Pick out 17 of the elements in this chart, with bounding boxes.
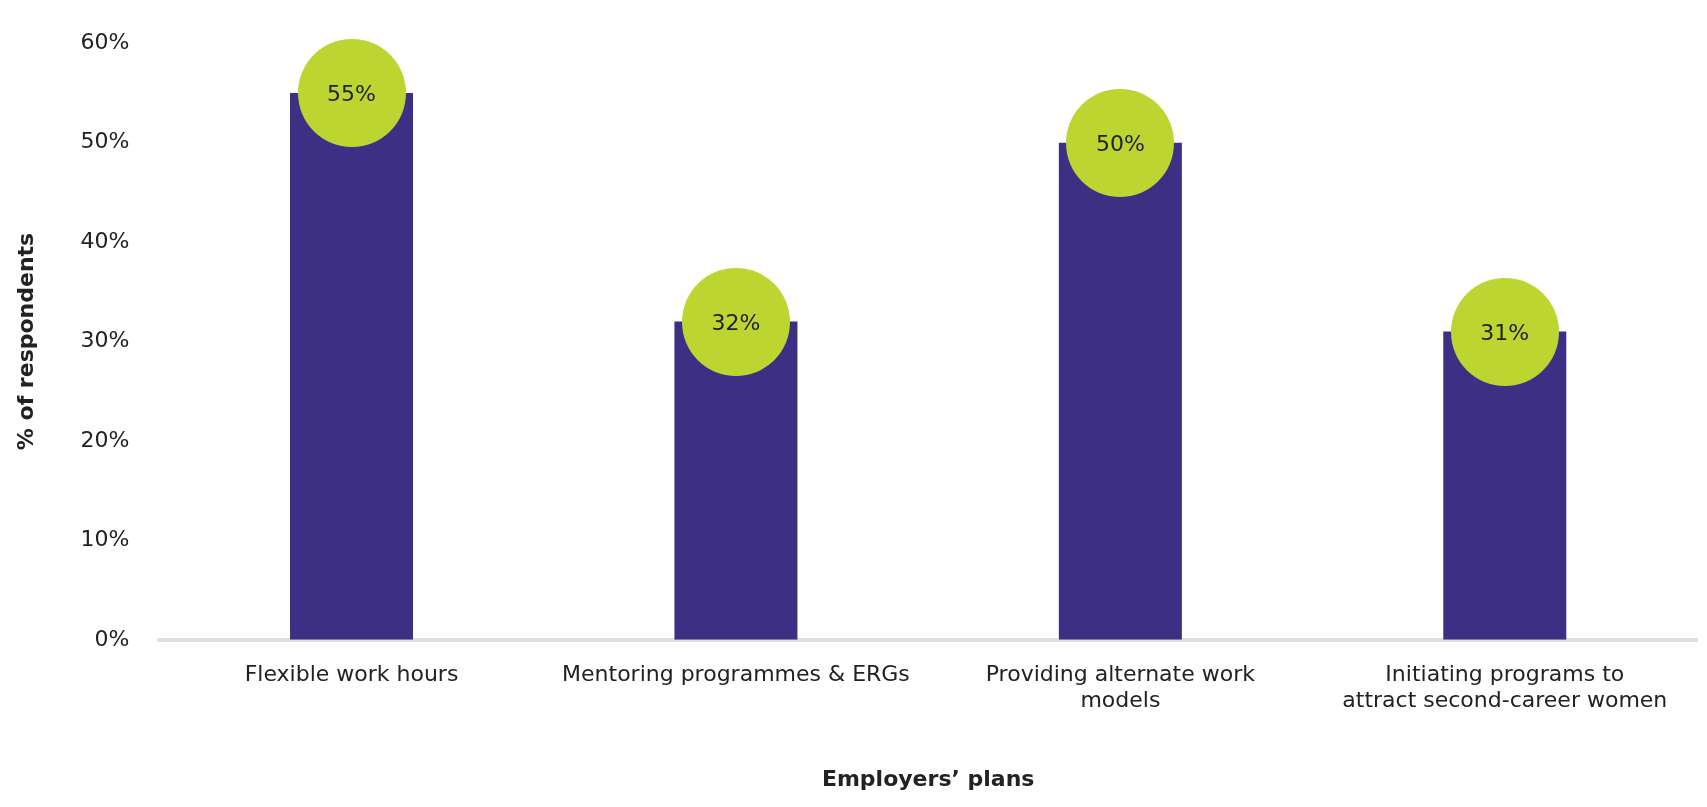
y-tick-label: 20% [80, 426, 130, 452]
y-tick-label: 40% [80, 227, 130, 253]
y-tick-label: 30% [80, 327, 130, 353]
data-label: 55% [327, 80, 376, 106]
y-axis-title: % of respondents [12, 232, 38, 451]
y-tick-label: 10% [80, 526, 130, 552]
x-tick-label: Flexible work hours [244, 660, 459, 686]
x-tick-label: Mentoring programmes & ERGs [562, 660, 910, 686]
x-tick-label: Initiating programs to attract second-career women [1342, 660, 1668, 713]
data-label: 31% [1480, 319, 1530, 345]
y-tick-label: 0% [94, 625, 130, 651]
data-label: 32% [711, 309, 761, 335]
x-axis-title: Employers’ plans [821, 765, 1035, 791]
y-tick-label: 50% [80, 128, 130, 154]
data-label: 50% [1095, 130, 1145, 156]
x-tick-label: Providing alternate work models [985, 660, 1256, 713]
y-tick-label: 60% [80, 28, 130, 54]
